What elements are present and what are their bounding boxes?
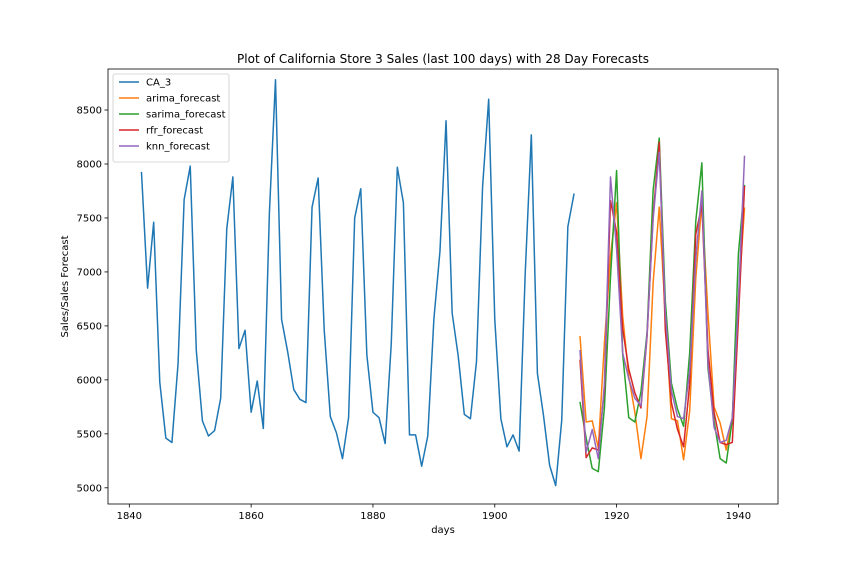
legend-label-knn_forecast: knn_forecast	[146, 142, 210, 153]
series-line-knn_forecast	[579, 151, 746, 460]
legend-label-arima_forecast: arima_forecast	[146, 94, 220, 105]
legend-label-CA_3: CA_3	[146, 78, 171, 89]
legend-box	[112, 73, 230, 163]
legend-label-rfr_forecast: rfr_forecast	[146, 126, 203, 137]
plot-area	[140, 79, 746, 487]
y-tick-label: 5500	[77, 429, 102, 440]
x-tick-label: 1920	[604, 511, 629, 522]
axes-frame	[107, 68, 779, 505]
x-axis-label: days	[431, 525, 455, 536]
x-tick-label: 1860	[238, 511, 263, 522]
y-tick-label: 7500	[77, 213, 102, 224]
y-tick-label: 8500	[77, 106, 102, 117]
y-axis: 5000 5500 6000 6500 7000 7500 8000 8500	[77, 106, 108, 494]
legend-label-sarima_forecast: sarima_forecast	[146, 110, 226, 121]
y-axis-label: Sales/Sales Forecast	[60, 235, 71, 337]
chart-title: Plot of California Store 3 Sales (last 1…	[237, 52, 649, 66]
y-tick-label: 6500	[77, 321, 102, 332]
y-tick-label: 5000	[77, 483, 102, 494]
y-tick-label: 7000	[77, 267, 102, 278]
legend: CA_3 arima_forecast sarima_forecast rfr_for…	[112, 73, 230, 163]
x-tick-label: 1940	[726, 511, 751, 522]
y-tick-label: 6000	[77, 375, 102, 386]
x-axis: 1840 1860 1880 1900 1920 1940	[117, 504, 751, 522]
x-tick-label: 1900	[482, 511, 507, 522]
x-tick-label: 1880	[360, 511, 385, 522]
x-tick-label: 1840	[117, 511, 142, 522]
series-line-CA_3	[140, 79, 575, 487]
y-tick-label: 8000	[77, 159, 102, 170]
